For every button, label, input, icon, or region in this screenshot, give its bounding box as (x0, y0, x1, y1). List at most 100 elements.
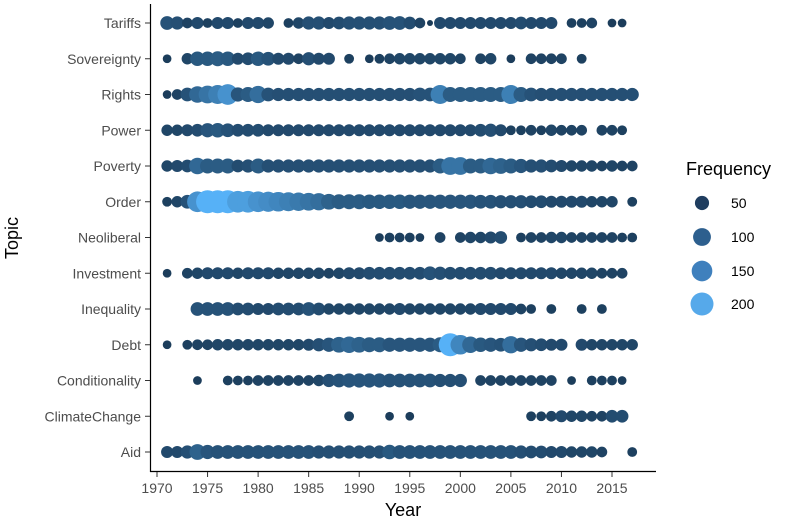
point-aid-2014 (596, 446, 608, 458)
point-rights-2016 (615, 87, 629, 102)
point-tariffs-2011 (566, 18, 577, 28)
point-rights-2012 (575, 87, 589, 102)
point-poverty-2009 (545, 159, 558, 173)
point-order-2008 (534, 195, 548, 209)
legend: Frequency 50 100 150 200 (686, 159, 771, 316)
point-investment-1995 (403, 266, 417, 280)
point-rights-1994 (393, 87, 407, 102)
point-power-1987 (322, 124, 335, 137)
point-poverty-1988 (332, 159, 346, 173)
point-poverty-2008 (534, 159, 548, 173)
point-aid-2003 (483, 445, 498, 459)
point-debt-1983 (282, 339, 295, 351)
point-order-1999 (443, 194, 458, 209)
point-aid-1980 (251, 445, 265, 459)
point-neoliberal-2011 (566, 232, 577, 243)
point-sovereignty-2000 (454, 53, 466, 65)
point-poverty-1978 (231, 159, 245, 173)
point-conditionality-2009 (545, 375, 557, 386)
point-inequality-2004 (494, 302, 507, 316)
point-power-1981 (262, 124, 275, 137)
point-inequality-2014 (596, 304, 607, 314)
point-debt-2009 (545, 338, 558, 351)
point-investment-1977 (221, 267, 234, 280)
point-neoliberal-2012 (576, 232, 588, 243)
legend-label: 100 (731, 229, 755, 245)
point-debt-2003 (483, 337, 498, 352)
point-order-2014 (596, 196, 608, 208)
point-power-1979 (241, 123, 255, 137)
point-power-1971 (161, 124, 173, 136)
point-tariffs-2016 (617, 18, 627, 28)
point-conditionality-1994 (392, 373, 407, 388)
point-conditionality-2003 (485, 375, 497, 386)
y-tick-label: Investment (73, 265, 142, 281)
point-neoliberal-2015 (606, 232, 618, 243)
y-tick-label: Order (105, 194, 141, 210)
point-conditionality-2014 (596, 375, 607, 386)
point-neoliberal-1994 (394, 232, 405, 243)
point-order-1993 (382, 194, 397, 210)
point-power-2015 (606, 124, 618, 136)
point-debt-1984 (292, 339, 305, 351)
point-aid-1983 (281, 445, 296, 459)
point-power-1999 (444, 124, 457, 137)
legend-swatch (693, 228, 711, 246)
point-neoliberal-1996 (415, 233, 425, 242)
point-power-1983 (282, 124, 295, 137)
point-debt-1993 (382, 337, 397, 352)
point-tariffs-2001 (464, 16, 477, 30)
point-tariffs-1984 (292, 17, 305, 29)
point-climatechange-2007 (526, 411, 537, 422)
point-tariffs-1983 (283, 18, 294, 28)
point-aid-1988 (332, 445, 346, 459)
point-climatechange-2013 (586, 410, 598, 422)
x-tick-label: 2015 (596, 480, 627, 496)
point-investment-1971 (162, 268, 172, 278)
point-aid-2011 (565, 446, 578, 458)
point-investment-2006 (514, 267, 528, 280)
point-sovereignty-1987 (322, 52, 335, 65)
point-investment-2014 (596, 267, 608, 279)
point-climatechange-1993 (385, 411, 394, 421)
point-tariffs-1986 (312, 16, 326, 30)
point-tariffs-1981 (262, 17, 274, 29)
point-poverty-2017 (626, 160, 638, 172)
point-inequality-1994 (393, 302, 406, 316)
point-debt-1982 (272, 339, 285, 351)
legend-swatch (690, 292, 714, 316)
point-sovereignty-2010 (556, 53, 567, 65)
point-tariffs-1993 (382, 16, 397, 30)
point-rights-1987 (322, 87, 336, 102)
point-power-2005 (505, 125, 516, 136)
point-debt-1974 (192, 339, 203, 351)
point-tariffs-1985 (302, 16, 316, 30)
point-tariffs-1977 (221, 16, 234, 30)
point-conditionality-1987 (322, 373, 336, 388)
point-conditionality-1990 (352, 373, 367, 388)
point-order-1994 (392, 194, 407, 210)
point-aid-1996 (413, 445, 427, 459)
point-poverty-1984 (291, 159, 306, 173)
point-investment-2010 (555, 267, 568, 279)
point-poverty-1981 (261, 159, 275, 173)
point-debt-1981 (262, 339, 274, 351)
point-poverty-1986 (312, 159, 326, 173)
point-tariffs-1980 (252, 16, 265, 30)
point-investment-2005 (504, 267, 517, 280)
point-power-2014 (596, 124, 608, 136)
point-aid-1985 (301, 445, 316, 459)
point-rights-1984 (291, 87, 306, 102)
point-rights-1996 (413, 87, 427, 102)
point-poverty-1980 (250, 158, 266, 174)
point-aid-1994 (392, 445, 407, 459)
point-neoliberal-2006 (516, 232, 526, 243)
point-aid-1997 (423, 445, 437, 459)
point-rights-1990 (352, 87, 366, 102)
point-order-2000 (453, 194, 468, 209)
point-poverty-1977 (220, 158, 236, 174)
x-tick-label: 2010 (546, 480, 577, 496)
point-rights-1977 (217, 84, 239, 105)
point-sovereignty-2009 (545, 53, 557, 65)
point-neoliberal-2000 (454, 232, 466, 243)
